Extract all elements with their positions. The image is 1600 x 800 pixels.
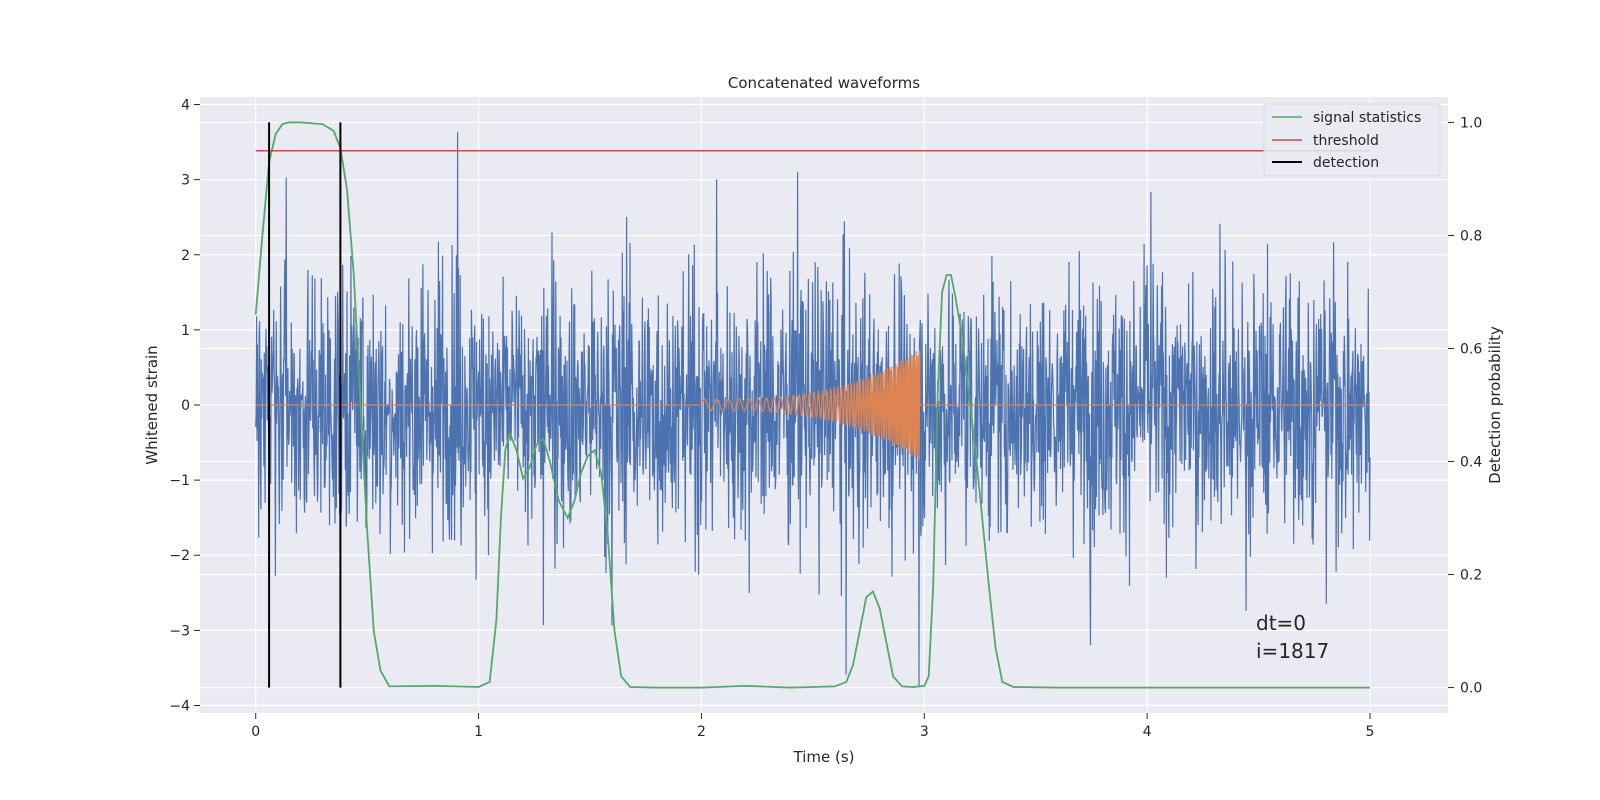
- legend-label-detection: detection: [1313, 155, 1379, 171]
- y2-tick-label-0: 0.0: [1460, 681, 1482, 697]
- legend-label-threshold: threshold: [1313, 133, 1379, 149]
- y-tick-label-2: −2: [169, 548, 190, 564]
- annotation-dt: dt=0: [1256, 611, 1306, 635]
- signal-series: [254, 121, 1370, 689]
- y-tick-label-0: −4: [169, 698, 190, 714]
- x-tick-label-3: 3: [920, 724, 929, 740]
- x-tick-label-1: 1: [474, 724, 483, 740]
- y2-tick-label-2: 0.4: [1460, 455, 1482, 471]
- y-tick-label-1: −3: [169, 623, 190, 639]
- y-tick-label-3: −1: [169, 473, 190, 489]
- left-axis-ticks: −4 −3 −2 −1 0 1 2 3 4: [169, 98, 200, 714]
- y-tick-label-8: 4: [181, 98, 190, 114]
- chirp-line: [255, 350, 1370, 461]
- x-tick-label-4: 4: [1143, 724, 1152, 740]
- bottom-axis-ticks: 0 1 2 3 4 5: [251, 713, 1374, 740]
- x-tick-label-2: 2: [697, 724, 706, 740]
- right-axis-ticks: 0.0 0.2 0.4 0.6 0.8 1.0: [1448, 115, 1482, 697]
- y2-tick-label-5: 1.0: [1460, 115, 1482, 131]
- y-tick-label-6: 2: [181, 248, 190, 264]
- chirp-series: [255, 350, 1370, 461]
- annotation: dt=0 i=1817: [1256, 611, 1329, 663]
- noise-series: [255, 132, 1371, 687]
- chart-title: Concatenated waveforms: [728, 74, 920, 92]
- y-tick-label-7: 3: [181, 173, 190, 189]
- legend: signal statistics threshold detection: [1263, 103, 1441, 177]
- legend-label-signal-statistics: signal statistics: [1313, 110, 1421, 126]
- y2-tick-label-4: 0.8: [1460, 228, 1482, 244]
- y-tick-label-4: 0: [181, 398, 190, 414]
- y2-axis-label: Detection probability: [1486, 326, 1504, 484]
- y-tick-label-5: 1: [181, 323, 190, 339]
- y2-tick-label-3: 0.6: [1460, 341, 1482, 357]
- x-tick-label-0: 0: [251, 724, 260, 740]
- x-tick-label-5: 5: [1366, 724, 1375, 740]
- y2-tick-label-1: 0.2: [1460, 568, 1482, 584]
- signal-statistics-line: [254, 121, 1370, 689]
- annotation-i: i=1817: [1256, 639, 1329, 663]
- legend-box: [1263, 103, 1441, 177]
- noise-line: [255, 132, 1371, 687]
- x-axis-label: Time (s): [793, 748, 855, 766]
- y-axis-label: Whitened strain: [143, 345, 161, 464]
